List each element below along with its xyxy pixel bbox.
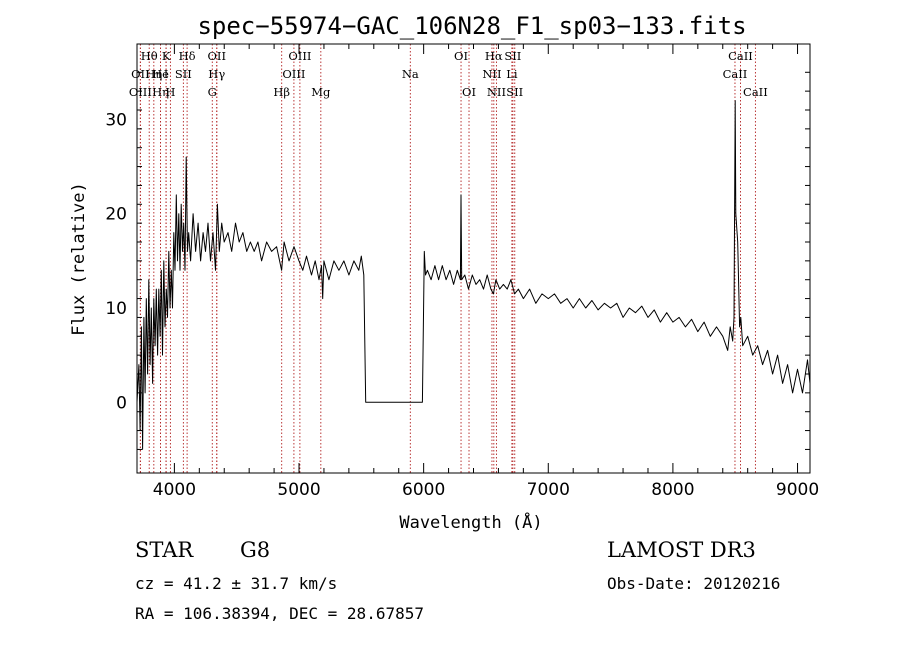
x-tick-label-9000: 9000 <box>776 480 819 500</box>
x-tick-label-5000: 5000 <box>277 480 320 500</box>
line-label-14: Hβ <box>273 85 290 99</box>
coordinates: RA = 106.38394, DEC = 28.67857 <box>135 604 424 623</box>
redshift-velocity: cz = 41.2 ± 31.7 km/s <box>135 574 338 593</box>
x-tick-label-7000: 7000 <box>527 480 570 500</box>
object-subclass: G8 <box>240 538 271 562</box>
series-spectrum <box>137 100 810 450</box>
spectral-line-labels: HθOIIOIIIKHηHeIHηHHδSIIGOIIHγHβOIIIOIIIM… <box>129 49 768 99</box>
y-tick-label-20: 20 <box>105 205 127 225</box>
survey-name: LAMOST DR3 <box>607 538 756 562</box>
object-class: STAR <box>135 538 194 562</box>
line-label-21: Hα <box>485 49 503 63</box>
line-label-28: CaII <box>723 67 748 81</box>
line-label-6: I <box>164 67 169 81</box>
line-label-20: OI <box>462 85 476 99</box>
x-axis-ticks: 4000 5000 6000 7000 8000 9000 <box>153 44 819 500</box>
line-label-18: Na <box>402 67 419 81</box>
line-label-8: H <box>165 85 175 99</box>
line-label-1: OII <box>131 67 150 81</box>
line-label-11: G <box>208 85 217 99</box>
chart-title: spec−55974−GAC_106N28_F1_sp03−133.fits <box>197 12 746 40</box>
line-label-19: OI <box>454 49 468 63</box>
x-tick-label-8000: 8000 <box>651 480 694 500</box>
line-label-0: Hθ <box>141 49 158 63</box>
y-tick-label-0: 0 <box>116 393 127 413</box>
line-label-25: NII <box>487 85 506 99</box>
plot-frame <box>136 43 811 474</box>
line-label-4: Hη <box>145 67 162 81</box>
line-label-10: SII <box>175 67 192 81</box>
y-axis-ticks: 0 10 20 30 <box>105 71 810 450</box>
x-axis-label: Wavelength (Å) <box>399 511 542 533</box>
y-tick-label-30: 30 <box>105 110 127 130</box>
line-label-24: Li <box>506 67 518 81</box>
series-layer <box>137 100 810 450</box>
line-label-12: OII <box>208 49 227 63</box>
observation-date: Obs-Date: 20120216 <box>607 574 781 593</box>
x-tick-label-6000: 6000 <box>402 480 445 500</box>
line-label-3: K <box>162 49 171 63</box>
line-label-22: SII <box>504 49 521 63</box>
y-axis-label: Flux (relative) <box>69 182 89 336</box>
line-label-26: SII <box>506 85 523 99</box>
x-tick-label-4000: 4000 <box>153 480 196 500</box>
line-label-9: Hδ <box>179 49 196 63</box>
spectral-line-markers <box>139 44 756 473</box>
line-label-7: Hη <box>152 85 169 99</box>
line-label-17: Mg <box>311 85 331 99</box>
line-label-16: OIII <box>282 67 305 81</box>
y-tick-label-10: 10 <box>105 299 127 319</box>
line-label-2: OIII <box>129 85 152 99</box>
line-label-13: Hγ <box>208 67 225 81</box>
line-label-23: NII <box>482 67 501 81</box>
line-label-5: He <box>152 67 169 81</box>
line-label-15: OIII <box>288 49 311 63</box>
line-label-27: CaII <box>728 49 753 63</box>
line-label-29: CaII <box>743 85 768 99</box>
